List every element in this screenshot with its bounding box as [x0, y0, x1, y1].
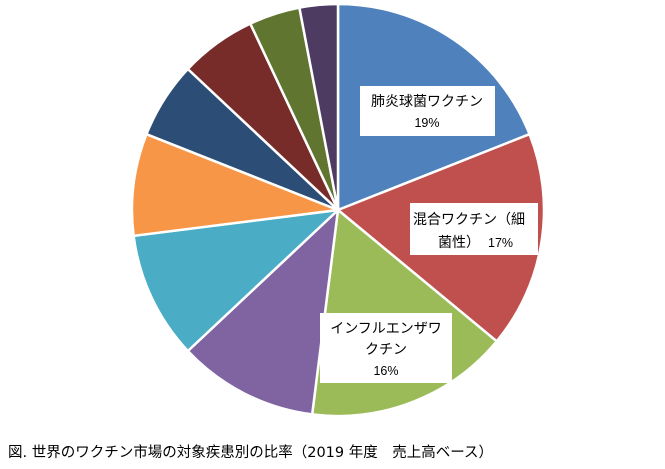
- pie-chart: 肺炎球菌ワクチン 19% 混合ワクチン（細 菌性） 17% インフルエンザワ クチ…: [130, 2, 546, 418]
- figure-caption: 図. 世界のワクチン市場の対象疾患別の比率（2019 年度 売上高ベース）: [8, 445, 494, 461]
- pie-slice-10: [297, 2, 340, 211]
- slice-label-2-line-2-group: 菌性） 17%: [438, 235, 513, 251]
- pie-slice-5: [132, 208, 342, 353]
- slice-label-1: 肺炎球菌ワクチン 19%: [360, 86, 495, 136]
- slice-label-1-line-1: 肺炎球菌ワクチン: [371, 94, 483, 110]
- slice-label-2-value: 17%: [488, 236, 513, 250]
- slice-label-3-value: 16%: [373, 364, 398, 378]
- slice-label-2: 混合ワクチン（細 菌性） 17%: [410, 203, 538, 255]
- slice-label-2-line-2: 菌性）: [438, 235, 480, 251]
- slice-label-1-value: 19%: [414, 116, 439, 130]
- pie-slice-6: [130, 132, 339, 238]
- slice-label-3-line-1: インフルエンザワ: [330, 321, 442, 337]
- slice-label-3: インフルエンザワ クチン 16%: [320, 313, 452, 383]
- slice-label-3-line-2: クチン: [365, 342, 407, 358]
- pie-slice-4: [186, 206, 340, 416]
- slice-label-2-line-1: 混合ワクチン（細: [413, 212, 525, 228]
